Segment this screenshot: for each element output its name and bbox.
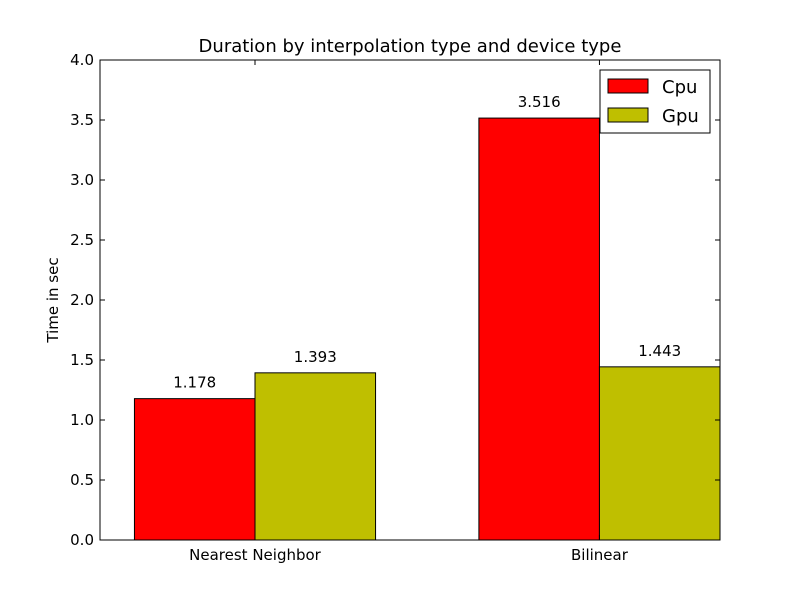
bar-value-label: 1.178	[173, 374, 216, 392]
bar-value-label: 1.393	[294, 348, 337, 366]
bar-cpu-1	[478, 117, 600, 541]
legend-swatch-cpu	[607, 78, 649, 94]
bars-group: 1.178 1.393 3.516 1.443	[133, 93, 721, 541]
bar-gpu-1	[598, 366, 721, 541]
y-axis-label: Time in sec	[44, 257, 62, 343]
chart-title: Duration by interpolation type and devic…	[199, 36, 622, 57]
legend: Cpu Gpu	[599, 69, 711, 134]
bar-value-label: 1.443	[638, 342, 681, 360]
x-tick-label: Bilinear	[571, 546, 629, 564]
y-tick-label: 3.0	[70, 171, 94, 189]
bar-value-label: 3.516	[518, 93, 561, 111]
y-tick-label: 2.0	[70, 291, 94, 309]
y-tick-label: 0.0	[70, 531, 94, 549]
bar-gpu-0	[254, 372, 377, 541]
bar-cpu-0	[133, 398, 256, 541]
y-tick-label: 2.5	[70, 231, 94, 249]
plot-frame	[99, 59, 721, 541]
legend-swatch-gpu	[607, 107, 649, 123]
legend-label-cpu: Cpu	[662, 77, 697, 98]
y-tick-label: 1.5	[70, 351, 94, 369]
y-tick-label: 0.5	[70, 471, 94, 489]
y-tick-label: 1.0	[70, 411, 94, 429]
x-tick-label: Nearest Neighbor	[189, 546, 322, 564]
y-tick-label: 4.0	[70, 51, 94, 69]
ticks-group: 0.0 0.5 1.0 1.5 2.0 2.5 3.0 3.5 4.0 Nearest Neigh…	[70, 51, 720, 564]
legend-label-gpu: Gpu	[662, 106, 699, 127]
y-tick-label: 3.5	[70, 111, 94, 129]
